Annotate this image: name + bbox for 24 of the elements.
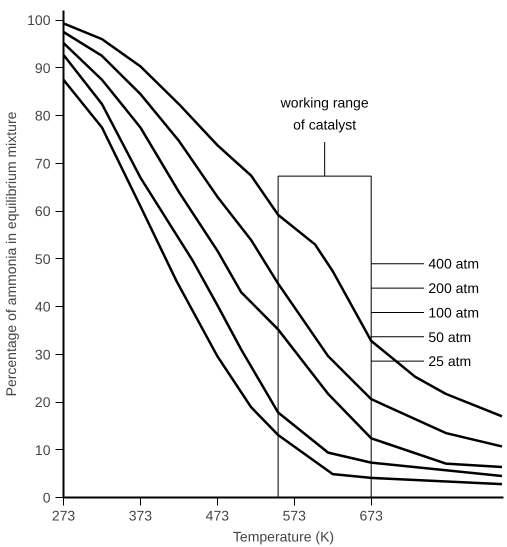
legend-label: 50 atm: [428, 328, 472, 345]
y-tick-label: 80: [34, 108, 51, 124]
x-tick-label: 573: [282, 508, 306, 524]
y-tick-label: 30: [34, 346, 51, 362]
y-tick-label: 90: [34, 60, 51, 76]
y-tick-label: 100: [27, 12, 51, 28]
y-tick-label: 40: [34, 298, 51, 315]
legend-label: 200 atm: [428, 280, 479, 296]
x-tick-label: 473: [206, 508, 230, 524]
legend-label: 100 atm: [428, 304, 479, 320]
y-tick-label: 60: [34, 203, 51, 220]
x-tick-label: 273: [52, 508, 76, 524]
x-tick-label: 373: [128, 508, 152, 524]
y-axis-title: Percentage of ammonia in equilibrium mixture: [3, 111, 20, 396]
y-tick-label: 20: [34, 394, 51, 410]
band-label: working range of catalyst: [280, 94, 369, 132]
legend-label: 25 atm: [428, 353, 472, 370]
y-tick-label: 0: [42, 490, 51, 506]
y-tick-label: 10: [34, 442, 51, 458]
legend-label: 400 atm: [428, 256, 479, 272]
x-tick-label: 673: [360, 508, 384, 524]
y-tick-label: 50: [34, 250, 51, 267]
x-axis-title: Temperature (K): [232, 528, 334, 544]
y-tick-label: 70: [34, 155, 51, 172]
